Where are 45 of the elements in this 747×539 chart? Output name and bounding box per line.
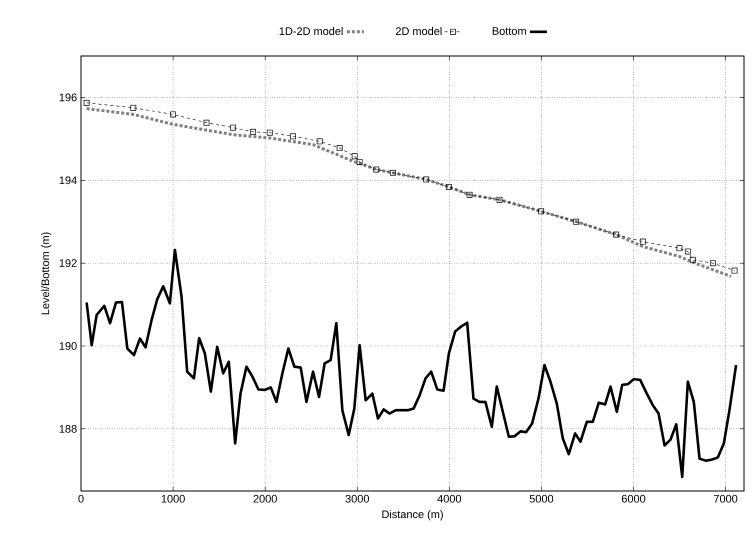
point [356, 159, 363, 165]
point [466, 192, 473, 198]
point [373, 166, 380, 172]
point [446, 184, 452, 190]
point [290, 133, 296, 140]
x-tick-label: 0 [78, 494, 84, 503]
point [732, 268, 738, 274]
x-tick-label: 1000 [162, 494, 185, 503]
point [336, 145, 343, 151]
x-tick-label: 4000 [437, 494, 462, 503]
point [352, 153, 358, 160]
x-axis-title: Distance (m) [382, 510, 443, 520]
point [170, 111, 176, 118]
x-tick-label: 2000 [254, 494, 277, 503]
point [684, 248, 691, 254]
point [230, 124, 236, 131]
legend-label: 1D-2D model [280, 27, 343, 36]
y-axis-title: Level/Bottom (m) [41, 232, 52, 314]
point [266, 130, 273, 136]
x-tick-label: 6000 [622, 494, 646, 503]
point [496, 196, 502, 203]
x-tick-label: 3000 [345, 494, 369, 503]
point [84, 100, 90, 106]
legend-label: 2D model [396, 27, 442, 36]
point [640, 238, 646, 245]
x-tick-label: 7000 [714, 494, 738, 503]
point [204, 120, 210, 126]
point [390, 170, 396, 176]
y-tick-label: 192 [60, 259, 77, 268]
y-tick-label: 188 [60, 424, 77, 433]
point [710, 260, 716, 266]
point [613, 232, 620, 238]
point [423, 176, 430, 182]
y-tick-label: 194 [60, 176, 77, 184]
legend-label: Bottom [492, 27, 526, 35]
point [676, 245, 682, 252]
point [316, 138, 323, 144]
point [250, 128, 256, 135]
point [690, 256, 696, 263]
y-tick-label: 190 [60, 342, 77, 350]
y-tick-label: 196 [60, 94, 77, 102]
x-tick-label: 5000 [530, 494, 554, 503]
point [573, 218, 580, 225]
point [538, 208, 544, 214]
point [130, 104, 136, 111]
